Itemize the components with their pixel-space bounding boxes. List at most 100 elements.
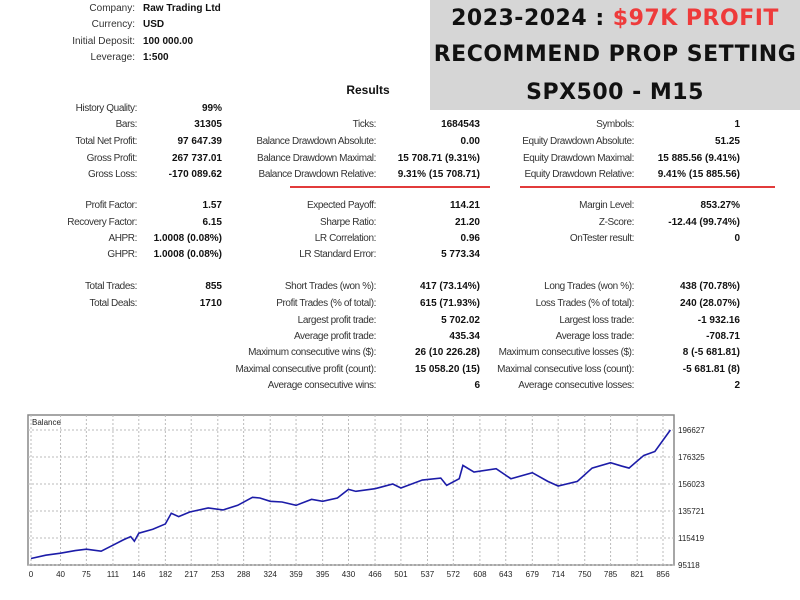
stat-label: Maximal consecutive profit (count): [235,364,376,375]
stat-label: Total Net Profit: [75,136,137,147]
stat-value: 1.0008 (0.08%) [153,233,222,244]
stat-label: Profit Factor: [85,200,137,211]
x-tick-label: 679 [526,570,540,579]
x-tick-label: 785 [604,570,618,579]
stat-label: Equity Drawdown Absolute: [522,136,634,147]
stat-label: History Quality: [75,103,138,114]
x-tick-label: 75 [82,570,91,579]
stat-label: Average loss trade: [555,331,635,342]
banner-profit: $97K PROFIT [612,6,779,31]
x-tick-label: 324 [264,570,278,579]
stat-value: 6 [474,380,480,391]
stat-value: 2 [734,380,740,391]
banner-line-1: 2023-2024 : $97K PROFIT [430,6,800,31]
header-value: 100 000.00 [143,36,194,47]
x-tick-label: 608 [473,570,487,579]
stats-row: Total Net Profit: 97 647.39 Balance Drawdo… [0,136,800,150]
stat-label: LR Correlation: [314,233,377,244]
stat-value: 1 [734,119,740,130]
stat-value: -708.71 [706,331,740,342]
x-tick-label: 359 [289,570,303,579]
stat-value: 51.25 [714,136,740,147]
stats-row: Maximum consecutive wins ($): 26 (10 226.… [0,347,800,361]
stat-label: OnTester result: [569,233,635,244]
x-tick-label: 288 [237,570,251,579]
stat-label: Balance Drawdown Relative: [258,169,377,180]
stat-value: -170 089.62 [168,169,222,180]
stats-row: Largest profit trade: 5 702.02 Largest los… [0,315,800,329]
equity-drawdown-underline [520,186,775,188]
stat-value: 0.00 [460,136,480,147]
stats-row: Recovery Factor: 6.15 Sharpe Ratio: 21.20 Z-… [0,217,800,231]
header-label: Currency: [91,19,135,30]
x-tick-label: 430 [342,570,356,579]
stat-label: Largest profit trade: [297,315,377,326]
stats-row: Gross Profit: 267 737.01 Balance Drawdown … [0,153,800,167]
stat-value: 15 058.20 (15) [414,364,480,375]
stat-value: 9.41% (15 885.56) [657,169,740,180]
stats-row: History Quality: 99% [0,103,800,117]
stats-row: GHPR: 1.0008 (0.08%) LR Standard Error: 5 7… [0,249,800,263]
header-value: Raw Trading Ltd [143,3,221,14]
x-tick-label: 501 [394,570,408,579]
stat-value: -1 932.16 [697,315,740,326]
stat-value: -12.44 (99.74%) [668,217,740,228]
stat-value: 1684543 [441,119,480,130]
x-tick-label: 856 [656,570,670,579]
stat-label: Recovery Factor: [67,217,137,228]
stats-row: Maximal consecutive profit (count): 15 05… [0,364,800,378]
balance-drawdown-underline [290,186,490,188]
x-tick-label: 217 [185,570,199,579]
stat-label: Maximum consecutive losses ($): [498,347,635,358]
header-value: USD [143,19,165,30]
stat-label: Expected Payoff: [306,200,376,211]
header-label: Leverage: [90,52,135,63]
y-tick-label: 135721 [678,507,705,516]
balance-chart: Balance 0 40 75 111 146 182 217 253 288 324 359 395 4… [27,414,705,579]
stat-value: 853.27% [700,200,740,211]
stat-value: 438 (70.78%) [679,281,740,292]
stat-label: Total Trades: [84,281,137,292]
stat-value: 435.34 [449,331,480,342]
header-value: 1:500 [143,52,169,63]
stat-label: Short Trades (won %): [284,281,376,292]
stat-value: 21.20 [454,217,480,228]
stat-value: -5 681.81 (8) [682,364,740,375]
stat-value: 1.0008 (0.08%) [153,249,222,260]
stats-row: Average profit trade: 435.34 Average loss … [0,331,800,345]
x-tick-label: 111 [107,570,120,579]
stat-value: 8 (-5 681.81) [682,347,740,358]
title-banner: 2023-2024 : $97K PROFIT RECOMMEND PROP S… [430,0,800,110]
stat-value: 0 [734,233,740,244]
x-tick-label: 182 [159,570,173,579]
stat-value: 6.15 [202,217,222,228]
x-tick-label: 466 [368,570,382,579]
x-tick-label: 714 [551,570,565,579]
stat-value: 15 708.71 (9.31%) [397,153,480,164]
stat-label: Average profit trade: [293,331,376,342]
stats-row: Profit Factor: 1.57 Expected Payoff: 114.21… [0,200,800,214]
stat-label: Ticks: [352,119,377,130]
x-tick-label: 537 [421,570,435,579]
stat-label: Average consecutive losses: [518,380,634,391]
stat-label: Maximal consecutive loss (count): [497,364,634,375]
stat-label: Margin Level: [579,200,634,211]
y-tick-label: 95118 [678,561,700,570]
banner-line-3: SPX500 - M15 [526,80,704,105]
stat-label: Gross Loss: [88,169,137,180]
stat-value: 0.96 [460,233,480,244]
stat-label: Largest loss trade: [559,315,634,326]
x-tick-label: 643 [499,570,513,579]
stats-row: Bars: 31305 Ticks: 1684543 Symbols: 1 [0,119,800,133]
stat-label: AHPR: [108,233,137,244]
stat-value: 15 885.56 (9.41%) [657,153,740,164]
stat-value: 615 (71.93%) [419,298,480,309]
stat-value: 114.21 [449,200,480,211]
stats-row: AHPR: 1.0008 (0.08%) LR Correlation: 0.96 On… [0,233,800,247]
header-label: Initial Deposit: [72,36,135,47]
stat-label: Z-Score: [598,217,635,228]
stat-label: Sharpe Ratio: [320,217,376,228]
x-tick-label: 395 [316,570,330,579]
stat-value: 9.31% (15 708.71) [397,169,480,180]
x-tick-label: 0 [29,570,34,579]
